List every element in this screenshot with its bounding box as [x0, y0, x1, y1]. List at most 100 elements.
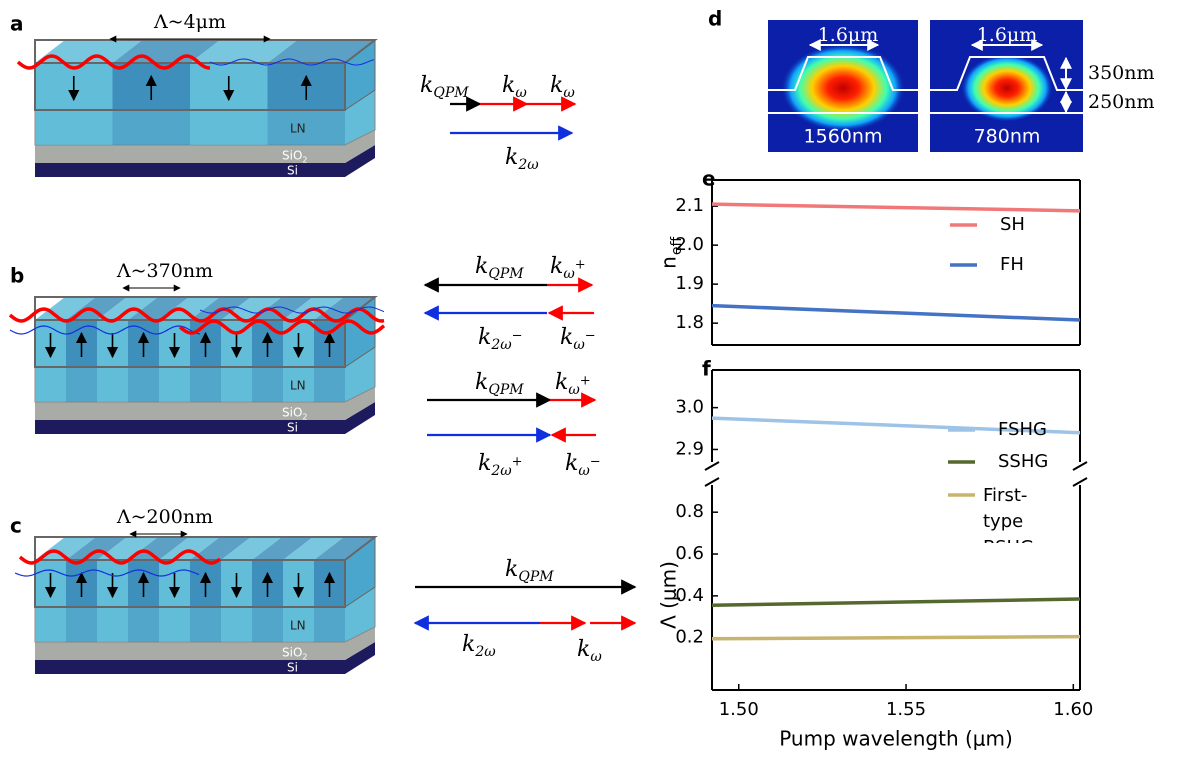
x-tick-label: 1.55: [886, 699, 926, 720]
layer-label: SiO: [282, 646, 302, 660]
domain-ln: [97, 607, 128, 642]
y-tick-label: 0.6: [675, 543, 704, 564]
domain-ln: [252, 367, 283, 402]
panel-label: d: [708, 7, 722, 31]
wavevector-superscript: −: [512, 329, 523, 344]
panel-label: b: [10, 264, 24, 288]
layer-label: LN: [290, 379, 306, 393]
wavevector-subscript: QPM: [488, 266, 524, 282]
wavevector-subscript: 2ω: [490, 337, 512, 353]
wavevector-symbol: k: [420, 73, 433, 98]
legend-label: First-type BSHG: [983, 483, 1083, 543]
layer-label: SiO: [282, 406, 302, 420]
layer-label: Si: [287, 421, 298, 435]
axis-break: [705, 478, 719, 486]
legend-label: SH: [1000, 214, 1025, 235]
wavevector-symbol: k: [475, 370, 488, 395]
wavevector-subscript: 2ω: [517, 157, 539, 173]
axis-break: [705, 462, 719, 470]
height-label: 350nm: [1088, 62, 1155, 84]
layer-label: 2: [302, 413, 307, 422]
wavevector-subscript: ω: [563, 85, 575, 101]
period-label: Λ~200nm: [116, 506, 213, 528]
domain-ln: [66, 367, 97, 402]
domain-ln: [35, 367, 66, 402]
domain-ln: [97, 367, 128, 402]
layer-label: LN: [290, 619, 306, 633]
legend-label: SSHG: [998, 451, 1048, 472]
domain-ln: [113, 110, 191, 145]
domain-ln: [128, 607, 159, 642]
layer-label: LN: [290, 122, 306, 136]
wavevector-symbol: k: [475, 254, 488, 279]
domain-ln: [314, 607, 345, 642]
y-tick-label: 3.0: [675, 397, 704, 418]
domain-ln: [221, 607, 252, 642]
legend-label: First-type BSHG: [983, 483, 1063, 543]
series-line: [712, 637, 1080, 639]
series-line: [712, 599, 1080, 605]
wavevector-symbol: k: [505, 557, 518, 582]
y-axis-label: n: [657, 256, 681, 269]
wavevector-subscript: ω: [515, 85, 527, 101]
wavevector-subscript: QPM: [518, 569, 554, 585]
domain-ln: [314, 367, 345, 402]
wavevector-subscript: ω: [590, 649, 602, 665]
x-axis-label: Pump wavelength (μm): [779, 727, 1013, 751]
panel-label: c: [10, 514, 22, 538]
legend-label: FH: [1000, 254, 1024, 275]
width-label: 1.6µm: [977, 24, 1038, 46]
width-label: 1.6µm: [818, 24, 879, 46]
domain-ln: [190, 367, 221, 402]
domain-ln: [35, 110, 113, 145]
x-tick-label: 1.60: [1053, 699, 1093, 720]
wavevector-superscript: +: [512, 455, 523, 470]
wavevector-symbol: k: [502, 73, 515, 98]
y-tick-label: 2.9: [675, 438, 704, 459]
wavevector-symbol: k: [560, 325, 573, 350]
y-tick-label: 1.9: [675, 273, 704, 294]
wavelength-label: 780nm: [974, 126, 1041, 148]
vector-arrows: [415, 104, 635, 623]
layer-label: Si: [287, 661, 298, 675]
wavevector-symbol: k: [565, 451, 578, 476]
period-label: Λ~4μm: [153, 11, 226, 33]
axis-break: [1073, 462, 1087, 470]
panel-label: f: [702, 357, 711, 381]
wavevector-symbol: k: [478, 325, 491, 350]
domain-ln: [252, 607, 283, 642]
wavevector-subscript: QPM: [488, 382, 524, 398]
wavevector-symbol: k: [550, 254, 563, 279]
domain-ln: [159, 367, 190, 402]
page: {"panel_a":{"label":"a","period":"Λ~4μm"…: [0, 0, 1180, 758]
domain-ln: [66, 607, 97, 642]
series-line: [712, 204, 1080, 211]
wavevector-symbol: k: [577, 637, 590, 662]
panel-label: e: [702, 167, 716, 191]
series-line: [712, 306, 1080, 320]
domain-ln: [35, 607, 66, 642]
wavevector-subscript: 2ω: [490, 463, 512, 479]
figure: d 1.6µm 1.6µm 1560nm 780nm 350nm 250nm a…: [0, 0, 1180, 754]
y-axis-label: Λ (μm): [657, 561, 681, 629]
wavevector-symbol: k: [462, 632, 475, 657]
wavevector-subscript: ω: [573, 337, 585, 353]
domain-ln: [190, 110, 268, 145]
y-tick-label: 2.1: [675, 195, 704, 216]
height-label: 250nm: [1088, 91, 1155, 113]
wavelength-label: 1560nm: [804, 126, 883, 148]
wavevector-subscript: ω: [568, 382, 580, 398]
wavevector-subscript: QPM: [433, 85, 469, 101]
wavevector-symbol: k: [505, 145, 518, 170]
domain-ln: [128, 367, 159, 402]
layer-label: Si: [287, 164, 298, 178]
wavevector-symbol: k: [550, 73, 563, 98]
wavevector-subscript: 2ω: [474, 644, 496, 660]
domain-ln: [268, 110, 346, 145]
domain-ln: [190, 607, 221, 642]
legend-label: FSHG: [998, 419, 1047, 440]
y-tick-label: 0.8: [675, 501, 704, 522]
wavevector-superscript: +: [575, 258, 586, 273]
domain-ln: [159, 607, 190, 642]
domain-ln: [221, 367, 252, 402]
